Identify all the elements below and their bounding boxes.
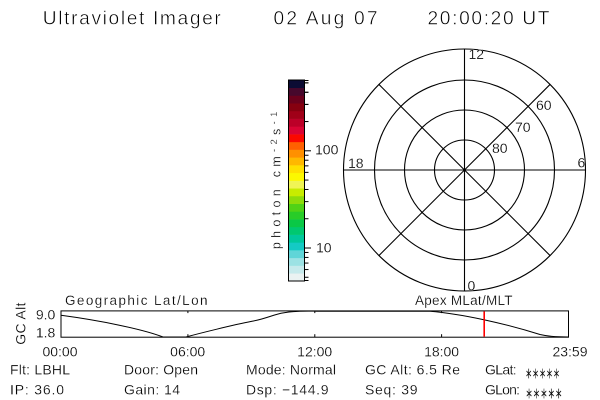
svg-text:23:59: 23:59	[552, 344, 587, 360]
svg-text:GLon:: GLon:	[485, 382, 520, 398]
svg-text:9.0: 9.0	[36, 306, 56, 322]
svg-text:20:00:20 UT: 20:00:20 UT	[428, 9, 550, 30]
svg-text:photon cm-2s-1: photon cm-2s-1	[269, 107, 284, 249]
svg-text:1.8: 1.8	[36, 325, 56, 341]
svg-text:60: 60	[536, 97, 552, 113]
svg-text:00:00: 00:00	[42, 344, 77, 360]
svg-text:Mode: Normal: Mode: Normal	[246, 362, 336, 378]
svg-text:∗∗∗∗∗: ∗∗∗∗∗	[525, 365, 560, 382]
svg-text:Apex MLat/MLT: Apex MLat/MLT	[415, 293, 513, 308]
svg-text:12: 12	[469, 46, 485, 62]
svg-text:∗∗∗∗∗: ∗∗∗∗∗	[525, 385, 562, 400]
svg-text:Gain: 14: Gain: 14	[124, 382, 180, 398]
svg-text:Flt: LBHL: Flt: LBHL	[10, 362, 70, 378]
svg-text:Ultraviolet Imager: Ultraviolet Imager	[43, 9, 222, 30]
svg-text:Door: Open: Door: Open	[124, 362, 198, 378]
svg-text:06:00: 06:00	[170, 344, 205, 360]
svg-text:18: 18	[348, 155, 364, 171]
svg-text:02 Aug 07: 02 Aug 07	[274, 9, 378, 30]
svg-text:Dsp: −144.9: Dsp: −144.9	[246, 382, 329, 398]
svg-text:10: 10	[316, 240, 332, 256]
svg-text:18:00: 18:00	[424, 344, 459, 360]
svg-text:Geographic Lat/Lon: Geographic Lat/Lon	[65, 293, 208, 308]
svg-text:12:00: 12:00	[297, 344, 332, 360]
svg-text:100: 100	[315, 142, 339, 158]
svg-text:6: 6	[578, 155, 586, 171]
svg-text:Seq: 39: Seq: 39	[365, 382, 418, 398]
svg-text:70: 70	[515, 119, 531, 135]
svg-text:GLat:: GLat:	[485, 362, 517, 378]
svg-text:80: 80	[492, 140, 508, 156]
svg-text:GC Alt: GC Alt	[12, 302, 28, 345]
svg-text:IP: 36.0: IP: 36.0	[10, 382, 64, 398]
svg-text:GC Alt: 6.5 Re: GC Alt: 6.5 Re	[365, 362, 460, 378]
svg-text:0: 0	[468, 278, 476, 294]
